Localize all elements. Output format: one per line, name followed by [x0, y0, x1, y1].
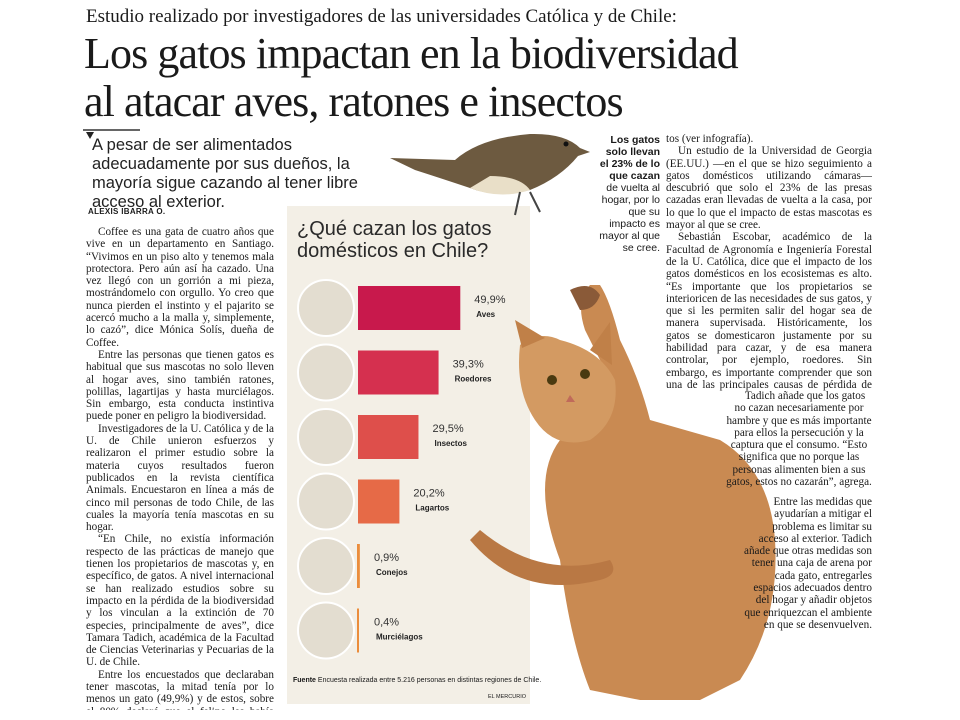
icon-circle [297, 279, 355, 337]
category-label: Lagartos [415, 504, 449, 513]
right-column-mid: Tadich añade que los gatos no cazan nece… [726, 390, 872, 498]
paragraph: Investigadores de la U. Católica y de la… [86, 422, 274, 534]
value-label: 0,9% [374, 552, 399, 564]
category-label: Aves [476, 310, 495, 319]
value-label: 29,5% [432, 423, 463, 435]
category-label: Roedores [455, 375, 492, 384]
icon-circle [297, 472, 355, 531]
bar [358, 479, 400, 524]
category-label: Murciélagos [376, 633, 423, 642]
infographic-title: ¿Qué cazan los gatos domésticos en Chile… [297, 218, 492, 262]
paragraph: “En Chile, no existía información respec… [86, 533, 274, 669]
paragraph: Entre las medidas que ayudarían a mitiga… [744, 496, 872, 631]
paragraph: Sebastián Escobar, académico de la Facul… [666, 231, 872, 391]
paragraph: Entre las personas que tienen gatos es h… [86, 348, 274, 423]
author: ALEXIS IBARRA O. [88, 207, 166, 216]
paragraph: tos (ver infografía). [666, 133, 754, 145]
icon-circle [297, 601, 355, 660]
value-label: 49,9% [474, 294, 505, 306]
category-label: Conejos [376, 568, 408, 577]
right-column: tos (ver infografía). Un estudio de la Un… [666, 133, 872, 391]
headline-line: al atacar aves, ratones e insectos [84, 77, 624, 126]
icon-circle [297, 408, 355, 466]
headline: Los gatos impactan en la biodiversidad a… [84, 29, 739, 126]
source-label: Fuente [293, 677, 316, 684]
value-label: 0,4% [374, 617, 399, 629]
bar [358, 286, 461, 330]
right-column-low: Entre las medidas que ayudarían a mitiga… [742, 496, 872, 710]
paragraph: Un estudio de la Universidad de Georgia … [666, 145, 872, 232]
value-label: 20,2% [413, 488, 444, 500]
cat-illustration [470, 285, 776, 700]
bar [358, 350, 439, 395]
lead-arrow [86, 132, 94, 139]
icon-circle [297, 537, 355, 595]
sidebar-text: de vuelta al hogar, por lo que su impact… [599, 182, 660, 254]
infographic-source: Fuente Encuesta realizada entre 5.216 pe… [293, 677, 541, 684]
icon-circle [297, 343, 355, 402]
headline-line: Los gatos impactan en la biodiversidad [84, 29, 739, 78]
paragraph: Entre los encuestados que declaraban ten… [86, 668, 274, 710]
bird-illustration [390, 133, 590, 216]
paragraph: Coffee es una gata de cuatro años que vi… [86, 226, 274, 349]
category-label: Insectos [434, 439, 467, 448]
sidebar-bold: Los gatos solo llevan el 23% de lo que c… [599, 134, 660, 182]
sidebar: Los gatos solo llevan el 23% de lo que c… [598, 134, 660, 254]
lead: A pesar de ser alimentados adecuadamente… [92, 136, 358, 211]
paragraph: Tadich añade que los gatos no cazan nece… [726, 390, 872, 489]
kicker: Estudio realizado por investigadores de … [86, 6, 677, 27]
credit: EL MERCURIO [488, 694, 526, 700]
bar [358, 415, 419, 459]
left-column: Coffee es una gata de cuatro años que vi… [86, 226, 274, 710]
value-label: 39,3% [453, 359, 484, 371]
source-text: Encuesta realizada entre 5.216 personas … [317, 677, 542, 684]
